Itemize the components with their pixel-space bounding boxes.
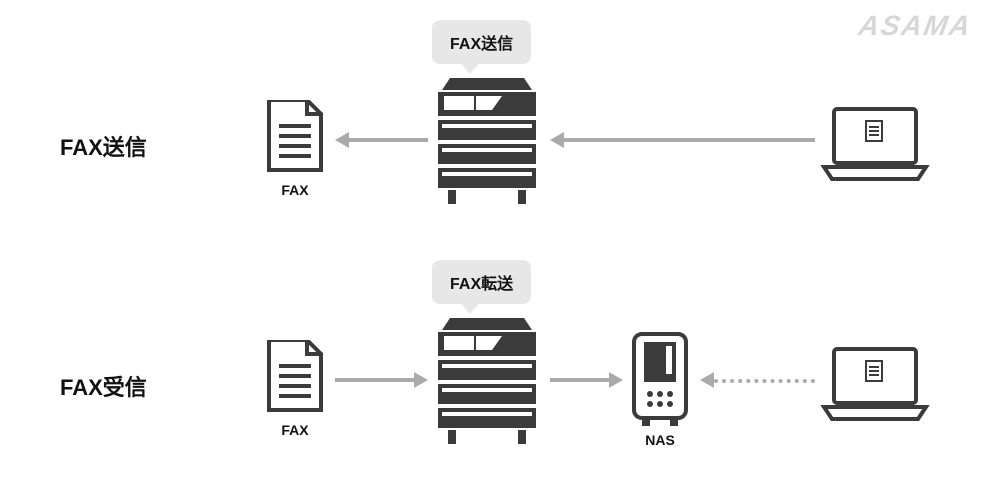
document-icon [265,340,325,414]
row1-title: FAX送信 [60,130,147,162]
copier-icon [432,310,542,450]
bubble-fax-forward-label: FAX転送 [450,276,513,293]
bubble-fax-forward: FAX転送 [432,260,531,304]
row2-title: FAX受信 [60,370,147,402]
nas-label: NAS [630,432,690,448]
document-icon [265,100,325,174]
diagram-canvas: { "brand": "ASAMA", "colors": { "icon": … [0,0,1000,500]
document2-label: FAX [265,422,325,438]
copier-icon [432,70,542,210]
nas-icon [630,330,690,426]
laptop-icon [820,345,930,423]
bubble-fax-send-label: FAX送信 [450,36,513,53]
document1-label: FAX [265,182,325,198]
bubble-fax-send: FAX送信 [432,20,531,64]
laptop-icon [820,105,930,183]
brand-logo: ASAMA [857,10,975,42]
